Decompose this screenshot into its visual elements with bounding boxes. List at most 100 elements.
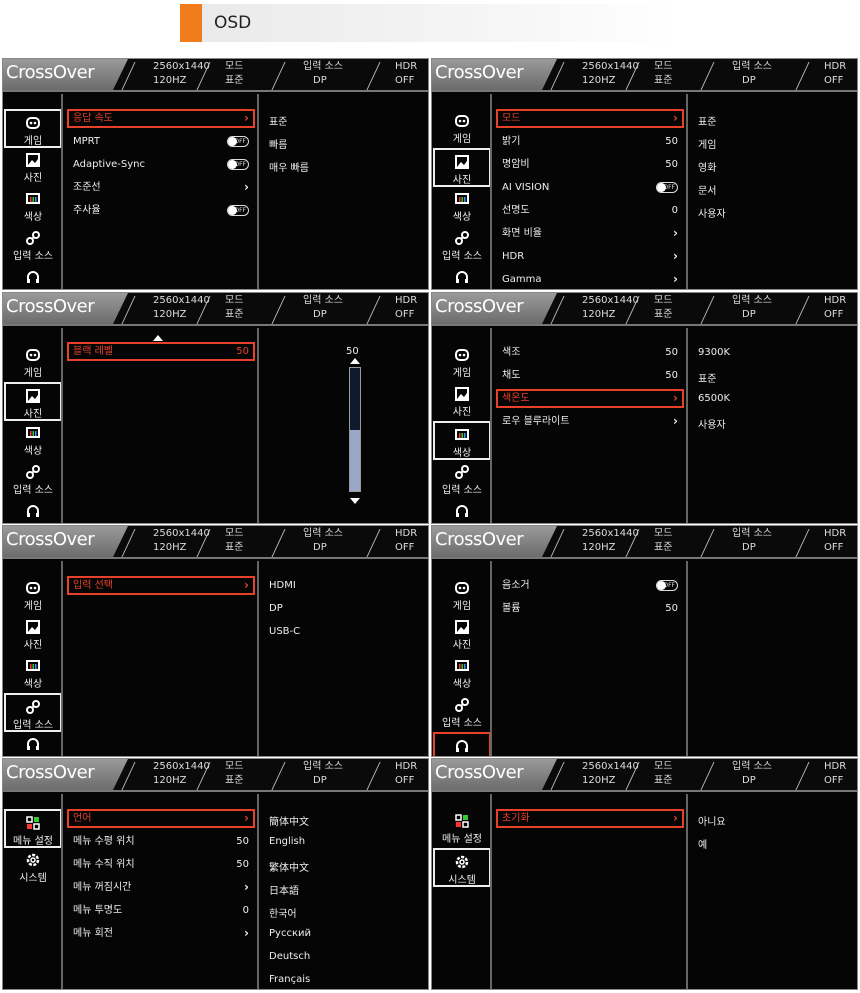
sidebar-item[interactable]: 오디오 <box>4 265 61 289</box>
slider-track[interactable] <box>349 367 361 492</box>
slider-up-arrow-icon[interactable] <box>350 358 360 364</box>
toggle-switch[interactable]: OFF <box>656 182 678 193</box>
menu-item[interactable]: 블랙 레벨 50 <box>67 342 255 361</box>
option-item[interactable]: HDMI <box>269 580 296 591</box>
sidebar-item[interactable]: 입력 소스 <box>433 693 490 732</box>
menu-item[interactable]: MPRT OFF <box>67 132 255 151</box>
vertical-slider[interactable]: 50 <box>346 346 361 516</box>
sidebar-item[interactable]: 오디오 <box>4 499 61 523</box>
option-item[interactable]: Русский <box>269 928 311 939</box>
sidebar-item[interactable]: 게임 <box>433 109 490 148</box>
sidebar-item[interactable]: 사진 <box>433 615 490 654</box>
menu-item[interactable]: 밝기 50 <box>496 132 684 151</box>
option-item[interactable]: 사용자 <box>698 209 726 220</box>
sidebar-item[interactable]: 입력 소스 <box>433 226 490 265</box>
sidebar-item[interactable]: 게임 <box>4 576 61 615</box>
menu-item[interactable]: 언어 › <box>67 809 255 828</box>
option-item[interactable]: 게임 <box>698 140 717 151</box>
menu-item[interactable]: 채도 50 <box>496 366 684 385</box>
sidebar-item[interactable]: 오디오 <box>433 732 490 756</box>
sidebar-item[interactable]: 사진 <box>433 382 490 421</box>
toggle-switch[interactable]: OFF <box>656 580 678 591</box>
sidebar-item[interactable]: 사진 <box>4 382 61 421</box>
sidebar-item[interactable]: 색상 <box>4 187 61 226</box>
option-item[interactable]: USB-C <box>269 626 301 637</box>
sidebar-item[interactable]: 색상 <box>433 421 490 460</box>
menu-item[interactable]: 응답 속도 › <box>67 109 255 128</box>
option-item[interactable]: 日本語 <box>269 886 299 897</box>
slider-down-arrow-icon[interactable] <box>350 498 360 504</box>
sidebar-item[interactable]: 시스템 <box>433 848 490 887</box>
option-item[interactable]: Français <box>269 974 311 985</box>
menu-item[interactable]: 로우 블루라이트 › <box>496 412 684 431</box>
menu-item[interactable]: AI VISION OFF <box>496 178 684 197</box>
menu-item[interactable]: 선명도 0 <box>496 201 684 220</box>
menu-item[interactable]: 입력 선택 › <box>67 576 255 595</box>
menu-item[interactable]: 메뉴 수평 위치 50 <box>67 832 255 851</box>
toggle-switch[interactable]: OFF <box>227 205 249 216</box>
option-item[interactable]: DP <box>269 603 283 614</box>
sidebar-item-label: 게임 <box>452 368 472 379</box>
menu-item[interactable]: 색조 50 <box>496 343 684 362</box>
option-item[interactable]: 사용자 <box>698 420 726 431</box>
sidebar-item[interactable]: 색상 <box>433 187 490 226</box>
option-item[interactable]: English <box>269 836 306 847</box>
option-item[interactable]: 예 <box>698 840 708 851</box>
option-item[interactable]: 9300K <box>698 347 731 358</box>
sidebar-item[interactable]: 메뉴 설정 <box>433 809 490 848</box>
menu-item[interactable]: 모드 › <box>496 109 684 128</box>
option-item[interactable]: 표준 <box>269 117 288 128</box>
sidebar-item-label: 오디오 <box>4 753 61 756</box>
option-item[interactable]: Deutsch <box>269 951 311 962</box>
sidebar-item[interactable]: 게임 <box>4 109 61 148</box>
menu-item[interactable]: 메뉴 회전 › <box>67 924 255 943</box>
sidebar-item[interactable]: 입력 소스 <box>4 693 61 732</box>
sidebar-item[interactable]: 오디오 <box>433 499 490 523</box>
option-item[interactable]: 표준 <box>698 374 717 385</box>
menu-item[interactable]: 음소거 OFF <box>496 576 684 595</box>
scroll-up-arrow-icon[interactable] <box>153 335 163 341</box>
sidebar-item[interactable]: 게임 <box>433 576 490 615</box>
menu-item[interactable]: HDR › <box>496 247 684 266</box>
sidebar-item[interactable]: 사진 <box>433 148 490 187</box>
option-item[interactable]: 6500K <box>698 393 731 404</box>
option-item[interactable]: 繁体中文 <box>269 863 309 874</box>
sidebar-item[interactable]: 색상 <box>433 654 490 693</box>
sidebar-item[interactable]: 사진 <box>4 148 61 187</box>
menu-item[interactable]: 메뉴 투명도 0 <box>67 901 255 920</box>
menu-item[interactable]: 메뉴 꺼짐시간 › <box>67 878 255 897</box>
menu-item[interactable]: 조준선 › <box>67 178 255 197</box>
menu-item[interactable]: 주사율 OFF <box>67 201 255 220</box>
option-item[interactable]: 簡体中文 <box>269 817 309 828</box>
menu-item[interactable]: 색온도 › <box>496 389 684 408</box>
sidebar-item[interactable]: 입력 소스 <box>4 226 61 265</box>
sidebar-item[interactable]: 시스템 <box>4 848 61 887</box>
sidebar-item[interactable]: 사진 <box>4 615 61 654</box>
menu-item[interactable]: 초기화 › <box>496 809 684 828</box>
menu-item[interactable]: 명암비 50 <box>496 155 684 174</box>
option-item[interactable]: 표준 <box>698 117 717 128</box>
option-item[interactable]: 한국어 <box>269 909 297 920</box>
option-item[interactable]: 아니요 <box>698 817 726 828</box>
menu-item[interactable]: 메뉴 수직 위치 50 <box>67 855 255 874</box>
osd-header: CrossOver 2560x1440 120HZ 모드 표준 입력 소스 DP HDR OFF <box>3 526 428 559</box>
menu-item[interactable]: 화면 비율 › <box>496 224 684 243</box>
menu-item[interactable]: Gamma › <box>496 270 684 289</box>
sidebar-item[interactable]: 입력 소스 <box>433 460 490 499</box>
option-item[interactable]: 문서 <box>698 186 717 197</box>
sidebar-item[interactable]: 입력 소스 <box>4 460 61 499</box>
option-item[interactable]: 영화 <box>698 163 717 174</box>
option-item[interactable]: 매우 빠름 <box>269 163 309 174</box>
sidebar-item[interactable]: 메뉴 설정 <box>4 809 61 848</box>
sidebar-item[interactable]: 오디오 <box>433 265 490 289</box>
menu-item[interactable]: Adaptive-Sync OFF <box>67 155 255 174</box>
sidebar-item[interactable]: 게임 <box>433 343 490 382</box>
option-item[interactable]: 빠름 <box>269 140 288 151</box>
sidebar-item[interactable]: 색상 <box>4 421 61 460</box>
sidebar-item[interactable]: 게임 <box>4 343 61 382</box>
sidebar-item[interactable]: 색상 <box>4 654 61 693</box>
toggle-switch[interactable]: OFF <box>227 159 249 170</box>
sidebar-item[interactable]: 오디오 <box>4 732 61 756</box>
menu-item[interactable]: 볼륨 50 <box>496 599 684 618</box>
toggle-switch[interactable]: OFF <box>227 136 249 147</box>
